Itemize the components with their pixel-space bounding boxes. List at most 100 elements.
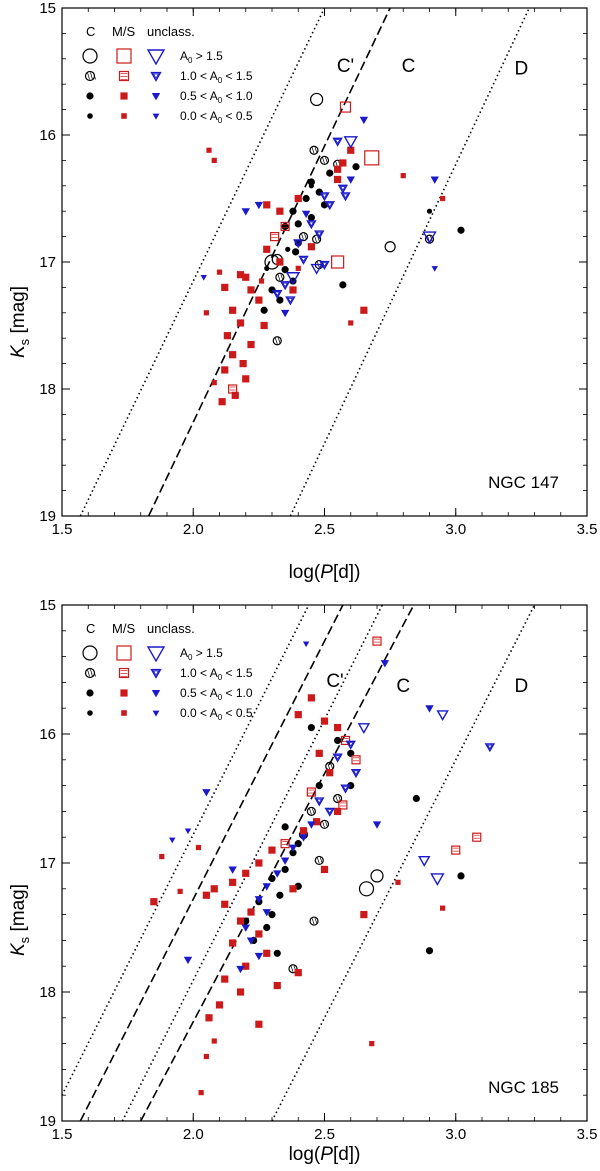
x-tick-label: 2.0 xyxy=(183,1126,204,1143)
point-c-hatch xyxy=(277,337,281,344)
point-ms xyxy=(369,1040,375,1047)
point-c xyxy=(384,241,396,253)
point-unclass-inner xyxy=(295,240,302,246)
point-c-hatch xyxy=(322,157,325,164)
legend-label-sub: 0 xyxy=(188,56,193,65)
legend-label: 0.5 < A0 < 1.0 xyxy=(180,89,253,105)
point-unclass xyxy=(422,231,437,245)
point-c-hatch xyxy=(277,274,281,281)
legend: C M/S unclass.A0 > 1.51.0 < A0 < 1.50.5 < … xyxy=(82,24,253,125)
point-c xyxy=(339,281,347,289)
point-unclass-inner xyxy=(342,785,349,791)
point-c-hatch xyxy=(316,857,320,864)
legend-marker-c-hatch xyxy=(93,669,96,677)
point-ms xyxy=(276,258,284,266)
x-axis-label: log(P[d]) xyxy=(289,1144,361,1165)
point-unclass xyxy=(340,784,351,794)
legend-marker-ms xyxy=(116,645,132,661)
point-unclass xyxy=(200,275,207,281)
point-unclass xyxy=(340,192,351,202)
point-unclass xyxy=(272,290,283,300)
point-c-hatch xyxy=(309,808,312,815)
legend-marker-unclass xyxy=(146,49,166,66)
point-ms xyxy=(223,332,231,340)
point-c xyxy=(302,194,310,203)
point-unclass xyxy=(359,116,369,125)
legend-marker-unclass xyxy=(152,113,160,120)
point-ms xyxy=(263,949,271,957)
point-c-hatch xyxy=(314,147,318,154)
point-c-hatch xyxy=(274,337,278,344)
point-ms xyxy=(320,717,329,725)
point-ms xyxy=(334,175,342,184)
point-ms xyxy=(242,273,250,281)
point-c xyxy=(333,793,343,804)
point-c xyxy=(370,869,384,883)
point-unclass xyxy=(306,220,317,230)
x-axis-label-post: [d]) xyxy=(333,1144,360,1165)
point-c xyxy=(276,296,284,304)
y-axis-label-post: [mag] xyxy=(8,884,29,937)
legend: C M/S unclass.A0 > 1.51.0 < A0 < 1.50.5 < … xyxy=(82,621,253,722)
sequence-label: C' xyxy=(337,56,354,77)
legend-header: unclass. xyxy=(147,621,195,636)
point-c xyxy=(281,222,289,231)
legend-label-text: < 0.5 xyxy=(222,706,253,720)
sequence-line-C xyxy=(147,8,391,516)
legend-label-a: A xyxy=(210,686,218,700)
point-unclass xyxy=(332,137,343,147)
sequence-line-Cprime xyxy=(79,8,326,516)
point-ms xyxy=(177,888,183,894)
point-unclass xyxy=(293,239,304,249)
point-ms xyxy=(210,885,218,893)
y-tick-label: 16 xyxy=(39,127,56,144)
point-c-hatch xyxy=(314,917,318,925)
legend-marker-c-hatch xyxy=(87,669,90,677)
legend-header: M/S xyxy=(112,24,135,39)
point-c xyxy=(309,916,319,926)
legend-marker-c xyxy=(87,710,93,716)
x-tick-label: 1.5 xyxy=(52,1126,73,1143)
point-c xyxy=(276,891,284,899)
point-unclass xyxy=(372,821,382,829)
point-unclass-inner xyxy=(300,257,307,263)
point-unclass xyxy=(319,192,330,202)
sequence-label: D xyxy=(515,59,529,80)
point-ms xyxy=(334,165,342,173)
point-unclass xyxy=(319,260,330,270)
point-c xyxy=(292,248,300,256)
point-unclass xyxy=(436,710,449,722)
legend-marker-c-hatch xyxy=(90,669,93,677)
point-c-hatch xyxy=(301,233,304,240)
point-c-hatch xyxy=(327,763,331,770)
point-c xyxy=(268,910,276,919)
point-unclass xyxy=(285,296,296,306)
point-c-hatch xyxy=(280,274,284,281)
point-c-hatch xyxy=(325,821,328,828)
legend-label-prefix: 0.5 < xyxy=(180,686,210,700)
legend-marker-unclass-inner xyxy=(152,73,160,79)
legend-label-prefix: 0.0 < xyxy=(180,706,210,720)
point-unclass xyxy=(343,136,358,149)
point-ms xyxy=(268,846,276,854)
point-unclass xyxy=(337,184,349,194)
y-axis-label-sub: s xyxy=(17,936,32,943)
y-tick-label: 19 xyxy=(39,508,56,525)
legend-label-a: A xyxy=(210,666,218,680)
y-axis-label: Ks [mag] xyxy=(8,884,32,956)
point-ms xyxy=(229,351,237,359)
point-ms xyxy=(236,988,245,996)
point-unclass-inner xyxy=(308,221,315,227)
point-c xyxy=(319,819,330,829)
legend-label: 0.5 < A0 < 1.0 xyxy=(180,686,253,702)
point-ms xyxy=(242,869,250,877)
point-unclass xyxy=(431,266,438,272)
x-axis-label-var: P xyxy=(320,562,333,583)
point-c-hatch xyxy=(311,917,315,925)
point-ms xyxy=(203,1053,209,1060)
point-ms xyxy=(270,232,280,242)
point-ms xyxy=(202,891,210,899)
point-ms xyxy=(159,853,165,860)
point-c-hatch xyxy=(335,795,338,802)
